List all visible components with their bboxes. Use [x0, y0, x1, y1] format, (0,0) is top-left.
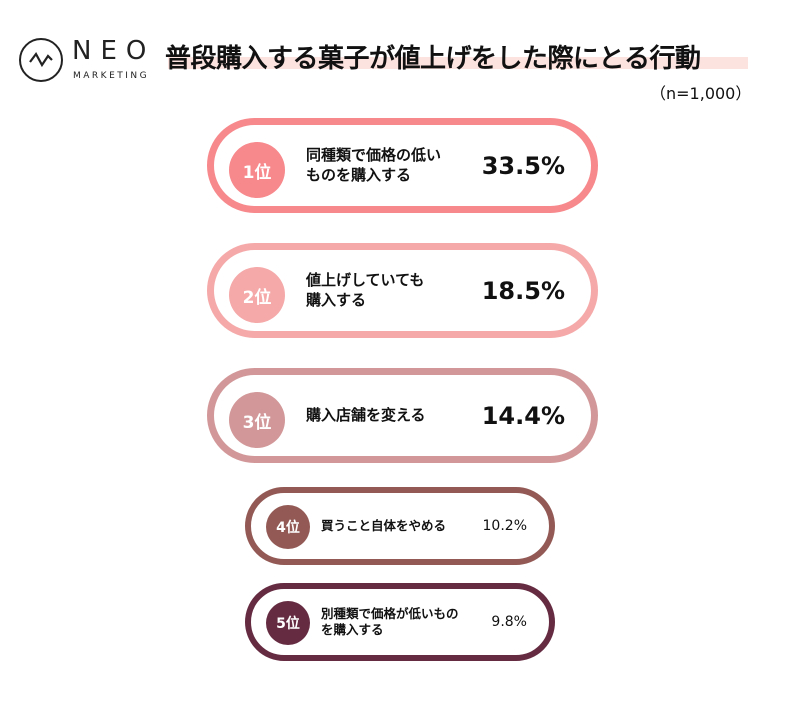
rank-label: 購入店舗を変える — [306, 405, 426, 424]
rank-label: 同種類で価格の低い ものを購入する — [306, 146, 442, 184]
rank-item-5: 5位 別種類で価格が低いもの を購入する 9.8% — [245, 583, 555, 661]
rank-badge: 4位 — [266, 505, 310, 549]
rank-badge: 3位 — [229, 392, 285, 448]
rank-item-1: 1位 同種類で価格の低い ものを購入する 33.5% — [207, 118, 598, 213]
chart-title: 普段購入する菓子が値上げをした際にとる行動 — [165, 44, 701, 74]
rank-item-3: 3位 購入店舗を変える 14.4% — [207, 368, 598, 463]
rank-item-4: 4位 買うこと自体をやめる 10.2% — [245, 487, 555, 565]
rank-label: 買うこと自体をやめる — [321, 517, 447, 533]
rank-value: 10.2% — [482, 518, 527, 534]
rank-value: 18.5% — [481, 276, 565, 305]
rank-label: 別種類で価格が低いもの を購入する — [321, 605, 459, 637]
logo-text: NEO — [72, 36, 156, 66]
sample-size: （n=1,000） — [650, 84, 752, 103]
rank-value: 33.5% — [481, 151, 565, 180]
rank-value: 14.4% — [481, 401, 565, 430]
rank-label: 値上げしていても 購入する — [306, 271, 425, 309]
title-highlight — [168, 57, 748, 69]
logo-subtext: MARKETING — [73, 71, 150, 81]
rank-badge: 1位 — [229, 142, 285, 198]
rank-value: 9.8% — [491, 614, 527, 630]
rank-badge: 2位 — [229, 267, 285, 323]
logo-icon — [19, 38, 63, 82]
rank-item-2: 2位 値上げしていても 購入する 18.5% — [207, 243, 598, 338]
rank-badge: 5位 — [266, 601, 310, 645]
